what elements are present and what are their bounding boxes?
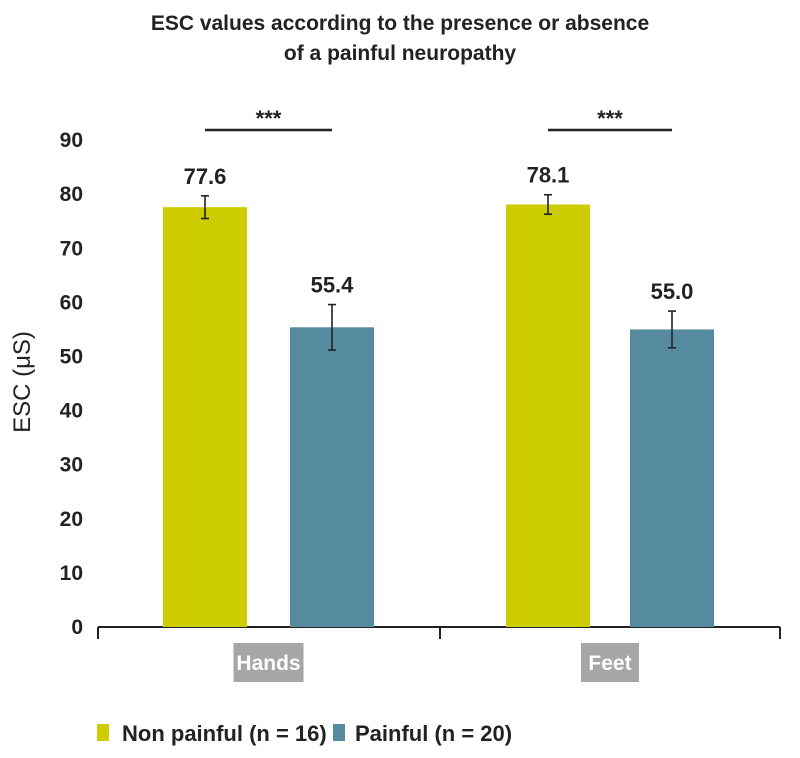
significance-label: ***: [256, 106, 282, 131]
y-tick-label: 70: [60, 237, 83, 260]
legend-swatch: [97, 724, 109, 741]
data-label: 55.0: [651, 279, 694, 304]
data-label: 78.1: [527, 163, 570, 188]
data-label: 77.6: [184, 164, 227, 189]
x-category-label: Feet: [588, 652, 631, 675]
chart-title-line-2: of a painful neuropathy: [284, 42, 516, 65]
bar-hands-1: [290, 327, 374, 627]
y-tick-label: 80: [60, 183, 83, 206]
y-tick-label: 10: [60, 562, 83, 585]
significance-label: ***: [597, 106, 623, 131]
y-tick-label: 0: [71, 616, 83, 639]
chart-title-line-1: ESC values according to the presence or …: [151, 12, 649, 35]
y-axis-label: ESC (μS): [9, 331, 36, 433]
category-label-bg: [581, 643, 639, 682]
legend-label: Non painful (n = 16): [122, 721, 327, 746]
y-tick-label: 40: [60, 400, 83, 423]
bar-feet-1: [630, 329, 714, 627]
y-tick-label: 30: [60, 454, 83, 477]
y-tick-label: 20: [60, 508, 83, 531]
legend-swatch: [333, 724, 345, 741]
legend-label: Painful (n = 20): [355, 721, 512, 746]
data-label: 55.4: [311, 273, 355, 298]
y-tick-label: 60: [60, 291, 83, 314]
bar-hands-0: [163, 207, 247, 627]
y-tick-label: 50: [60, 346, 83, 369]
bar-feet-0: [506, 204, 590, 627]
x-category-label: Hands: [236, 652, 300, 675]
category-label-bg: [233, 643, 304, 682]
y-tick-label: 90: [60, 129, 83, 152]
